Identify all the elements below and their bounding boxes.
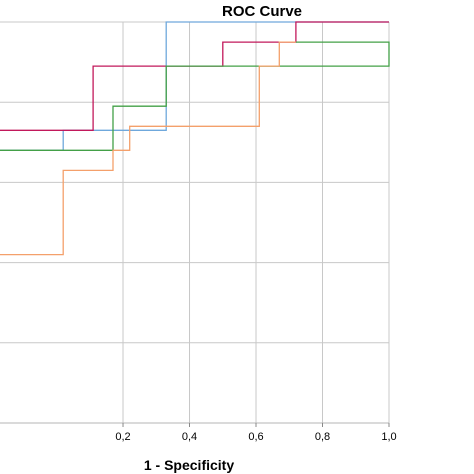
series-group — [0, 21, 390, 256]
roc-series-line-4 — [0, 41, 296, 256]
x-tick-label: 0,2 — [115, 431, 130, 443]
chart-title: ROC Curve — [222, 3, 302, 20]
x-tick-label: 1,0 — [381, 431, 396, 443]
roc-series-line-2 — [0, 21, 389, 131]
roc-series-line-1 — [0, 21, 389, 151]
x-tick-label: 0,8 — [315, 431, 330, 443]
roc-series-line-3 — [0, 41, 390, 151]
x-tick-label: 0,4 — [182, 431, 197, 443]
x-tick-labels: 0,2 0,4 0,6 0,8 1,0 — [115, 423, 397, 443]
x-axis-label: 1 - Specificity — [144, 457, 234, 473]
x-tick-label: 0,6 — [248, 431, 263, 443]
grid-lines — [0, 21, 390, 424]
